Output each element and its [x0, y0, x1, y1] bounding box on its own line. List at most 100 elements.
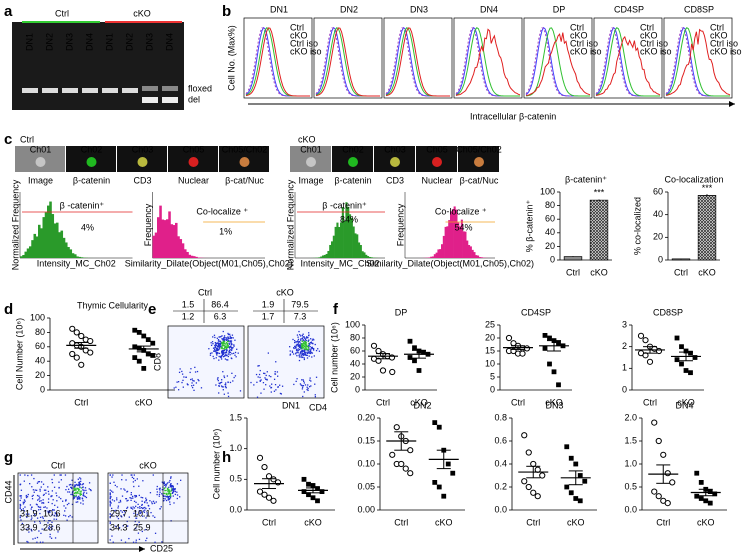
data-point — [407, 447, 414, 454]
flow-event — [304, 338, 307, 341]
histogram-frame — [523, 17, 593, 99]
flow-event — [56, 514, 58, 516]
flow-event — [226, 359, 228, 361]
data-point — [310, 495, 316, 501]
flow-event — [163, 482, 166, 485]
flow-event — [216, 347, 218, 349]
flow-event — [250, 381, 252, 384]
flow-event — [306, 336, 308, 338]
flow-event — [297, 349, 299, 352]
flow-event — [301, 343, 303, 345]
hist-bin — [327, 250, 330, 258]
flow-event — [302, 352, 304, 355]
hist-bin — [154, 232, 158, 258]
band — [102, 88, 118, 93]
hist-bin — [38, 224, 41, 258]
flow-event — [112, 474, 114, 476]
panel-label: h — [222, 449, 231, 466]
flow-event — [19, 495, 21, 497]
flow-event — [301, 346, 304, 349]
flow-event — [156, 485, 158, 488]
y-tick-label: 80 — [350, 332, 360, 342]
flow-event — [173, 488, 175, 491]
y-tick-label: 0.15 — [357, 435, 375, 445]
data-point — [577, 473, 583, 478]
data-point — [694, 493, 700, 499]
y-tick-label: 60 — [653, 186, 663, 196]
flow-event — [197, 378, 199, 381]
flow-event — [74, 485, 76, 487]
y-tick-label: 0.2 — [494, 481, 507, 491]
flow-event — [78, 482, 80, 484]
quadrant-value: 33.9 — [20, 522, 38, 532]
flow-event — [169, 503, 171, 506]
y-tick-label: 0 — [355, 384, 360, 394]
flow-event — [115, 525, 117, 527]
flow-event — [76, 497, 78, 499]
flow-event — [310, 348, 312, 350]
flow-event — [230, 337, 232, 340]
flow-event — [288, 346, 291, 348]
flow-event — [164, 495, 166, 497]
data-point — [389, 368, 396, 376]
population-title: DP — [553, 4, 566, 14]
flow-event — [130, 506, 132, 509]
x-tick-label: cKO — [567, 517, 585, 527]
x-tick-label: Ctrl — [643, 397, 657, 407]
flow-event — [72, 498, 75, 500]
flow-event — [51, 502, 53, 505]
flow-event — [231, 353, 233, 355]
flow-event — [111, 507, 113, 510]
flow-event — [52, 509, 54, 511]
flow-event — [274, 373, 277, 375]
flow-event — [60, 474, 62, 476]
flow-event — [44, 510, 47, 512]
flow-event — [120, 488, 122, 490]
flow-event — [304, 384, 307, 386]
flow-event — [260, 392, 262, 394]
data-point — [707, 489, 713, 494]
flow-event — [138, 485, 140, 487]
data-point — [73, 329, 80, 336]
flow-event — [229, 337, 231, 339]
population-title: CD8SP — [684, 4, 714, 14]
flow-event — [302, 333, 304, 335]
hist-bin — [26, 248, 30, 258]
flow-event — [124, 541, 127, 543]
data-point — [683, 348, 689, 354]
hist-bin — [163, 220, 167, 258]
flow-event — [310, 350, 312, 353]
flow-event — [223, 337, 225, 339]
flow-event — [265, 378, 267, 380]
flow-event — [294, 345, 296, 348]
x-tick-label: cKO — [698, 267, 716, 277]
flow-event — [27, 493, 29, 496]
flow-event — [194, 366, 196, 369]
data-point — [398, 460, 405, 468]
flow-event — [118, 527, 121, 529]
flow-event — [224, 355, 226, 357]
flow-event — [187, 383, 189, 386]
data-point — [432, 480, 438, 485]
y-tick-label: 0.05 — [357, 481, 375, 491]
quadrant-value: 23.6 — [43, 522, 61, 532]
data-point — [412, 358, 417, 364]
significance: *** — [594, 188, 605, 198]
data-point — [698, 480, 704, 485]
flow-event — [63, 505, 65, 507]
flow-event — [31, 486, 33, 488]
flow-event — [307, 346, 310, 348]
flow-event — [170, 483, 172, 485]
data-point — [136, 358, 142, 364]
data-point — [73, 354, 80, 361]
flow-event — [163, 484, 166, 486]
data-point — [539, 472, 546, 479]
flow-event — [220, 335, 222, 338]
flow-event — [227, 353, 229, 355]
legend-entry: Ctrl — [570, 22, 584, 32]
flow-event — [58, 481, 60, 483]
flow-event — [265, 374, 267, 377]
flow-event — [301, 344, 303, 346]
flow-event — [82, 503, 84, 505]
flow-event — [73, 496, 75, 498]
